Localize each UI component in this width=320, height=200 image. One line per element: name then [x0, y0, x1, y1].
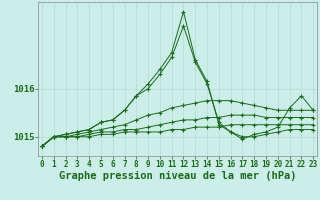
X-axis label: Graphe pression niveau de la mer (hPa): Graphe pression niveau de la mer (hPa): [59, 171, 296, 181]
